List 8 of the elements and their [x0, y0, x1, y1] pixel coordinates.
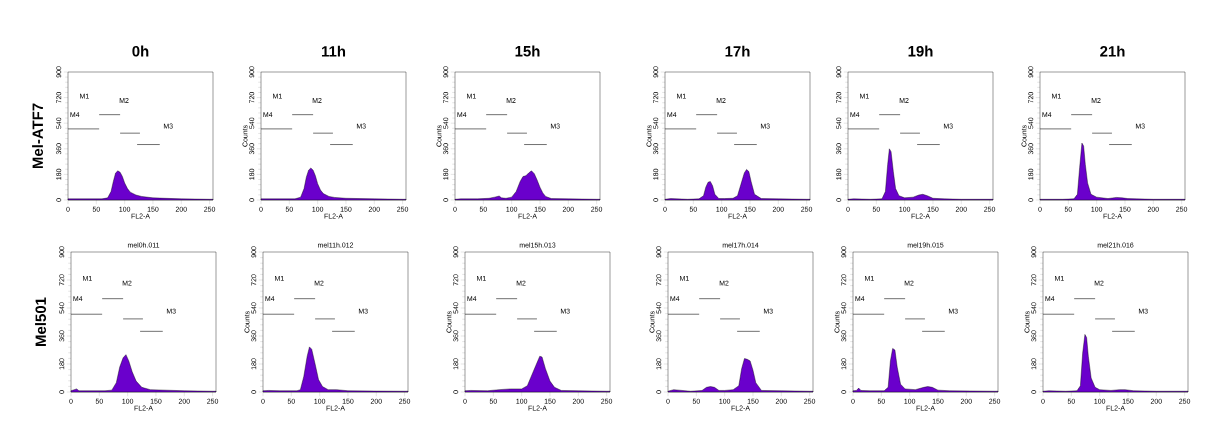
chart-title: 11h [321, 45, 346, 57]
chart-title: 17h [725, 45, 750, 57]
chart-title: 0h [132, 45, 149, 57]
text: Mel-ATF7 [32, 103, 44, 169]
text: Mel501 [35, 297, 47, 346]
chart-title: 19h [908, 45, 933, 57]
chart-title: 21h [1100, 45, 1125, 57]
chart-title: 15h [515, 45, 540, 57]
